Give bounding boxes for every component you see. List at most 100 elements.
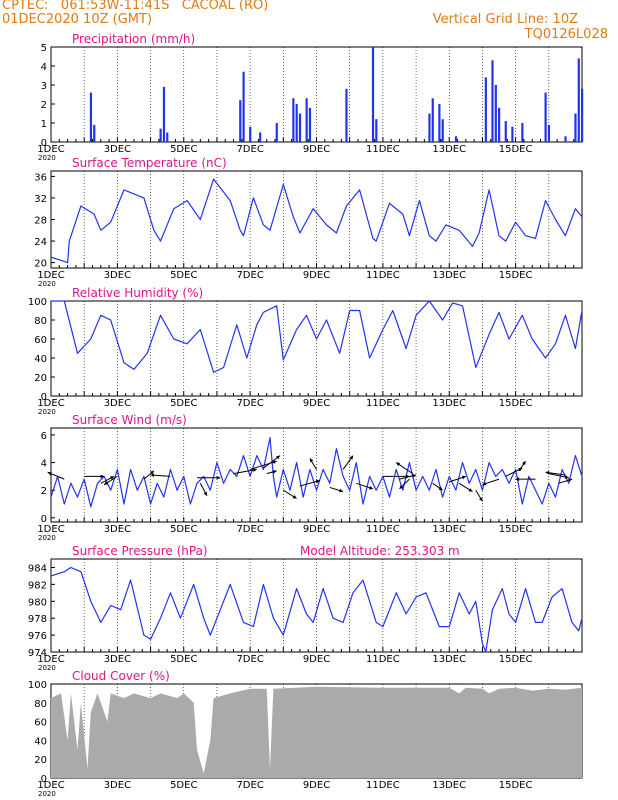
x-day-label: 5DEC bbox=[170, 270, 197, 281]
wind-arrow-head bbox=[461, 475, 466, 480]
y-tick-label: 0 bbox=[41, 138, 47, 149]
x-day-label: 1DEC bbox=[37, 780, 64, 791]
precip-bar bbox=[574, 113, 577, 142]
precip-bar bbox=[162, 86, 166, 142]
x-day-label: 3DEC bbox=[104, 780, 131, 791]
x-day-label: 13DEC bbox=[432, 654, 466, 665]
y-tick-label: 0 bbox=[41, 514, 47, 525]
wind-arrow-head bbox=[252, 468, 257, 472]
x-year-label: 2020 bbox=[38, 534, 56, 542]
wind-arrow-head bbox=[339, 488, 344, 493]
wind-arrow-head bbox=[272, 469, 277, 474]
wind-arrow-head bbox=[276, 455, 280, 460]
y-tick-label: 1 bbox=[41, 119, 47, 130]
wind-arrow-head bbox=[368, 485, 373, 490]
precip-bar bbox=[491, 60, 494, 142]
precip-bar bbox=[345, 88, 348, 142]
y-tick-label: 100 bbox=[28, 297, 47, 308]
y-tick-label: 20 bbox=[34, 373, 47, 384]
x-day-label: 5DEC bbox=[170, 654, 197, 665]
wind-arrow-head bbox=[478, 497, 483, 502]
precip-bar bbox=[298, 113, 302, 142]
precip-bar bbox=[275, 123, 278, 142]
x-day-label: 15DEC bbox=[499, 270, 533, 281]
x-day-label: 3DEC bbox=[104, 524, 131, 535]
x-day-label: 7DEC bbox=[236, 144, 263, 155]
x-day-label: 7DEC bbox=[236, 524, 263, 535]
x-day-label: 15DEC bbox=[499, 144, 533, 155]
wind-arrow-head bbox=[104, 481, 109, 485]
y-tick-label: 20 bbox=[34, 755, 47, 766]
cloud-cover-area bbox=[51, 686, 582, 778]
wind-arrow-head bbox=[482, 481, 487, 486]
panel-title-cloud: Cloud Cover (%) bbox=[72, 669, 170, 683]
x-day-label: 3DEC bbox=[104, 398, 131, 409]
x-day-label: 3DEC bbox=[104, 144, 131, 155]
wind-arrow-head bbox=[396, 462, 401, 467]
precip-bar bbox=[441, 119, 444, 142]
x-day-label: 5DEC bbox=[170, 524, 197, 535]
precip-bar bbox=[498, 107, 501, 142]
x-day-label: 11DEC bbox=[366, 270, 400, 281]
precip-bar bbox=[292, 98, 295, 142]
y-tick-label: 80 bbox=[34, 699, 47, 710]
x-day-label: 11DEC bbox=[366, 524, 400, 535]
precip-bar bbox=[564, 136, 567, 142]
wind-arrow-head bbox=[309, 458, 314, 463]
wind-arrow-head bbox=[216, 475, 221, 480]
x-day-label: 15DEC bbox=[499, 780, 533, 791]
y-tick-label: 0 bbox=[41, 392, 47, 403]
wind-arrow bbox=[249, 460, 277, 470]
wind-arrow-head bbox=[203, 491, 208, 496]
x-day-label: 3DEC bbox=[104, 654, 131, 665]
x-day-label: 1DEC bbox=[37, 270, 64, 281]
x-day-label: 9DEC bbox=[303, 654, 330, 665]
precip-bar bbox=[295, 104, 298, 142]
x-day-label: 11DEC bbox=[366, 144, 400, 155]
wind-arrow-head bbox=[292, 495, 297, 499]
y-tick-label: 984 bbox=[28, 563, 47, 574]
x-day-label: 11DEC bbox=[366, 654, 400, 665]
run-code-header: TQ0126L028 bbox=[524, 27, 608, 42]
x-year-label: 2020 bbox=[38, 664, 56, 672]
wind-arrow-head bbox=[568, 478, 573, 483]
wind-arrow-head bbox=[47, 471, 52, 476]
y-tick-label: 36 bbox=[34, 172, 47, 183]
precip-bar bbox=[577, 58, 580, 142]
x-day-label: 9DEC bbox=[303, 524, 330, 535]
x-day-label: 9DEC bbox=[303, 398, 330, 409]
y-tick-label: 40 bbox=[34, 736, 47, 747]
precip-bar bbox=[494, 85, 497, 142]
precip-bar bbox=[259, 132, 262, 142]
x-year-label: 2020 bbox=[38, 408, 56, 416]
x-day-label: 11DEC bbox=[366, 398, 400, 409]
x-day-label: 15DEC bbox=[499, 398, 533, 409]
x-day-label: 7DEC bbox=[236, 398, 263, 409]
x-day-label: 11DEC bbox=[366, 780, 400, 791]
precip-bar bbox=[504, 121, 507, 142]
wind-arrow-head bbox=[522, 461, 526, 466]
precip-bar bbox=[581, 88, 584, 142]
precip-bar bbox=[89, 92, 93, 142]
y-tick-label: 0 bbox=[41, 774, 47, 785]
precip-bar bbox=[484, 77, 487, 142]
precip-bar bbox=[375, 119, 378, 142]
x-day-label: 5DEC bbox=[170, 398, 197, 409]
precip-bar bbox=[239, 100, 242, 142]
y-tick-label: 3 bbox=[41, 81, 47, 92]
x-day-label: 13DEC bbox=[432, 780, 466, 791]
y-tick-label: 6 bbox=[41, 431, 47, 442]
x-year-label: 2020 bbox=[38, 280, 56, 288]
y-tick-label: 80 bbox=[34, 316, 47, 327]
wind-arrow-head bbox=[315, 479, 320, 484]
wind-arrow-head bbox=[515, 477, 520, 482]
x-day-label: 13DEC bbox=[432, 524, 466, 535]
precip-bar bbox=[431, 98, 434, 142]
wind-arrow-head bbox=[149, 470, 154, 475]
y-tick-label: 978 bbox=[28, 614, 47, 625]
panel-title-pres: Surface Pressure (hPa) bbox=[72, 544, 208, 558]
precip-bar bbox=[308, 107, 312, 142]
panel-frame-pres bbox=[50, 558, 583, 653]
x-year-label: 2020 bbox=[38, 154, 56, 162]
